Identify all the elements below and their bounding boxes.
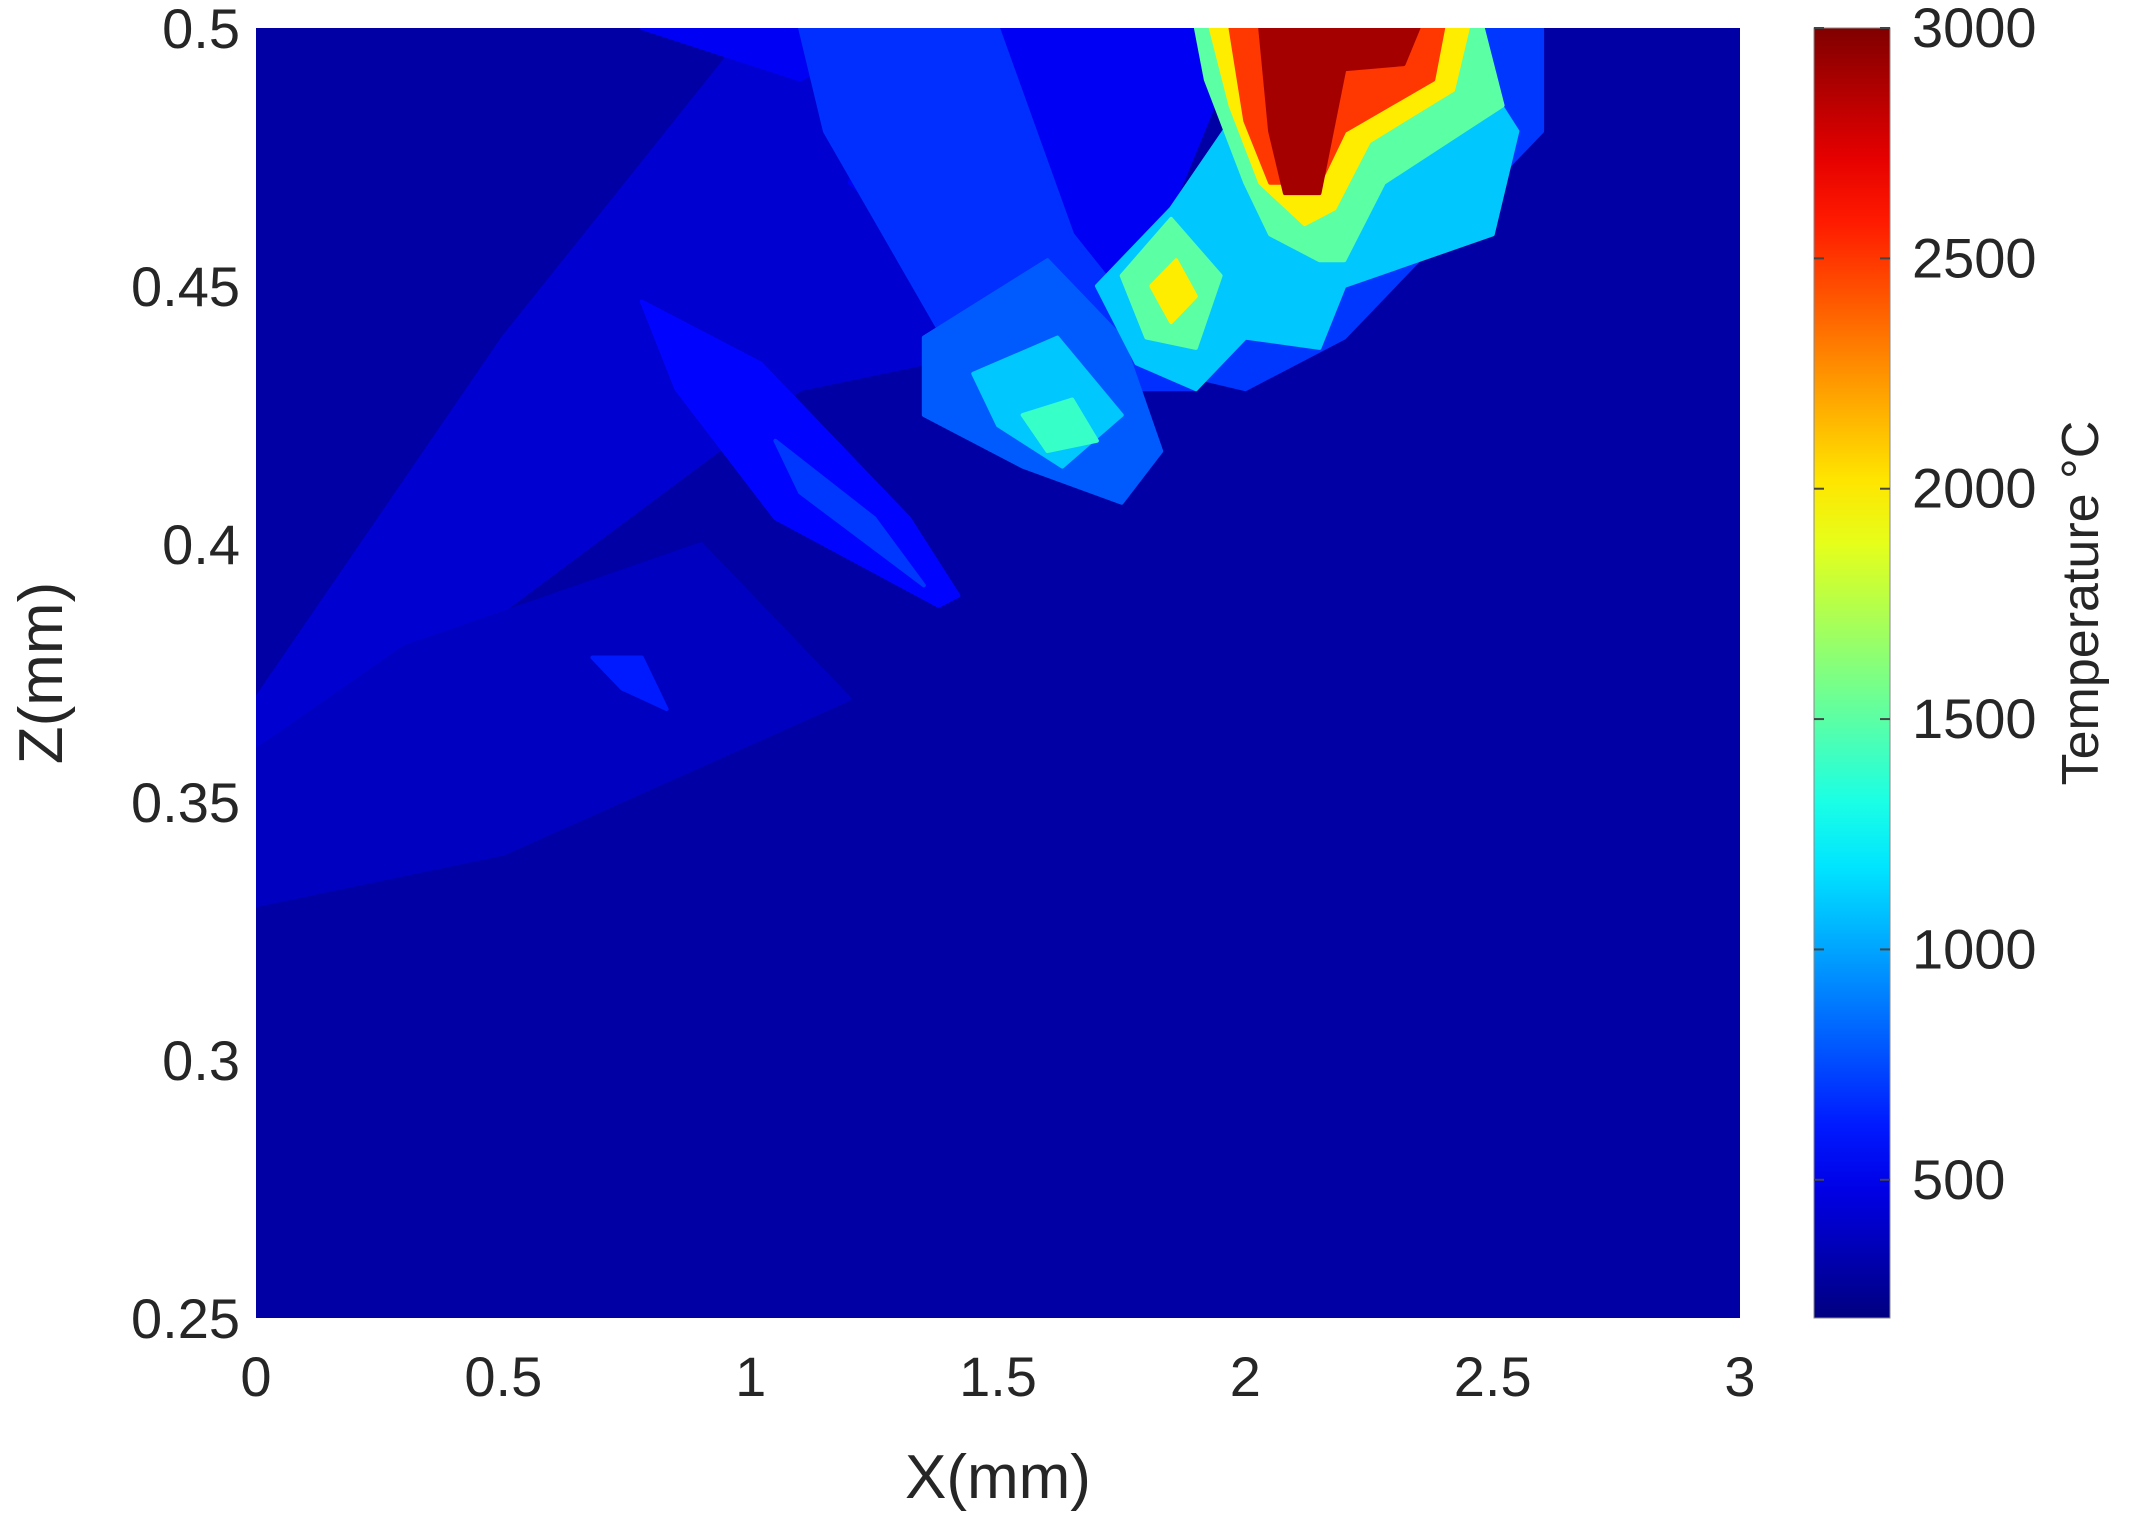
y-tick-label: 0.3 — [162, 1029, 240, 1092]
colorbar-label: Temperature °C — [2052, 421, 2110, 786]
x-axis-label: X(mm) — [905, 1443, 1091, 1512]
y-axis-label: Z(mm) — [7, 582, 76, 764]
x-axis-ticks: 0 0.5 1 1.5 2 2.5 3 — [240, 1345, 1755, 1408]
x-tick-label: 1.5 — [959, 1345, 1037, 1408]
x-tick-label: 3 — [1724, 1345, 1755, 1408]
x-tick-label: 2 — [1230, 1345, 1261, 1408]
y-tick-label: 0.4 — [162, 513, 240, 576]
y-axis-ticks: 0.25 0.3 0.35 0.4 0.45 0.5 — [131, 0, 240, 1350]
x-tick-label: 2.5 — [1454, 1345, 1532, 1408]
colorbar-tick-label: 2500 — [1912, 226, 2037, 289]
y-tick-label: 0.5 — [162, 0, 240, 60]
y-tick-label: 0.45 — [131, 255, 240, 318]
x-tick-label: 1 — [735, 1345, 766, 1408]
colorbar-tick-label: 1500 — [1912, 687, 2037, 750]
plot-area — [256, 28, 1740, 1318]
heat-region-streak-1-core — [773, 438, 926, 588]
heat-regions — [256, 28, 1545, 908]
y-tick-label: 0.25 — [131, 1287, 240, 1350]
heat-region-spot — [590, 655, 669, 712]
colorbar-scale — [1813, 27, 1891, 1319]
heat-region-hot-spot — [1149, 258, 1198, 325]
colorbar-tick-label: 3000 — [1912, 0, 2037, 59]
x-tick-label: 0 — [240, 1345, 271, 1408]
heat-region-left-shelf — [256, 542, 852, 908]
x-tick-label: 0.5 — [464, 1345, 542, 1408]
colorbar: 500 1000 1500 2000 2500 3000 Temperature °C — [1813, 0, 2110, 1319]
colorbar-tick-label: 2000 — [1912, 457, 2037, 520]
colorbar-ticks: 500 1000 1500 2000 2500 3000 — [1814, 0, 2037, 1211]
y-tick-label: 0.35 — [131, 771, 240, 834]
heat-region-peak-core — [1258, 28, 1421, 196]
heat-region-streak-2-hot — [1020, 397, 1099, 454]
colorbar-tick-label: 1000 — [1912, 917, 2037, 980]
colorbar-tick-label: 500 — [1912, 1148, 2005, 1211]
